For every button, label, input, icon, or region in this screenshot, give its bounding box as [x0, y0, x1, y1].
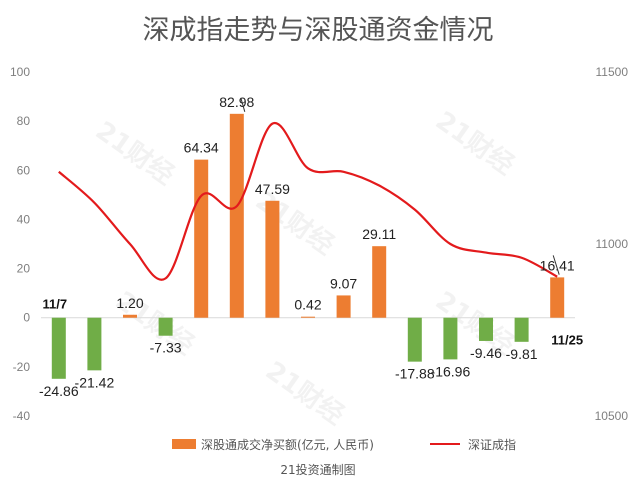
- right-axis-tick-2: 11500: [596, 65, 629, 79]
- bar-14: [550, 277, 565, 318]
- bar-6: [265, 200, 280, 318]
- bar-5: [229, 113, 244, 318]
- chart-title: 深成指走势与深股通资金情况: [143, 15, 494, 46]
- left-axis-tick-4: 40: [17, 212, 31, 226]
- left-axis-tick-2: 0: [23, 311, 30, 325]
- left-axis-tick-5: 60: [17, 163, 31, 177]
- annotations: 11/7 11/25: [43, 97, 583, 348]
- bar-label-1: -21.42: [75, 374, 115, 390]
- bar-label-2: 1.20: [116, 295, 143, 311]
- annotation-end-date: 11/25: [551, 333, 583, 348]
- left-axis-tick-3: 20: [17, 262, 31, 276]
- legend-line-label: 深证成指: [468, 437, 516, 452]
- bar-9: [372, 246, 387, 318]
- watermark-5: 21财经: [260, 355, 350, 431]
- bar-label-0: -24.86: [39, 383, 79, 399]
- bar-label-10: -17.88: [395, 366, 435, 382]
- bar-label-13: -9.81: [506, 346, 538, 362]
- watermark-2: 21财经: [430, 105, 520, 181]
- left-axis-tick-1: -20: [13, 360, 31, 374]
- bar-8: [336, 295, 351, 318]
- bar-10: [407, 317, 422, 362]
- bar-label-9: 29.11: [362, 226, 396, 242]
- bar-label-11: -16.96: [431, 363, 471, 379]
- bar-series: [51, 113, 565, 379]
- bar-11: [443, 317, 458, 360]
- bar-label-6: 47.59: [255, 181, 290, 197]
- bar-label-8: 9.07: [330, 275, 357, 291]
- leader-line-last: [552, 255, 560, 275]
- left-axis-tick-6: 80: [17, 114, 31, 128]
- bar-0: [51, 317, 66, 379]
- left-axis-tick-0: -40: [13, 409, 31, 423]
- bar-2: [123, 314, 137, 318]
- legend: 深股通成交净买额(亿元, 人民币) 深证成指: [172, 437, 516, 452]
- line-path: [58, 122, 558, 281]
- bar-label-7: 0.42: [294, 297, 321, 313]
- bar-12: [479, 317, 493, 341]
- bar-label-4: 64.34: [184, 140, 219, 156]
- bar-label-12: -9.46: [470, 345, 502, 361]
- line-series: [58, 122, 558, 281]
- right-axis-tick-1: 11000: [596, 237, 629, 251]
- bar-1: [87, 317, 102, 371]
- source-label: 21投资通制图: [280, 462, 355, 477]
- right-axis: 10500 11000 11500: [595, 65, 629, 423]
- bar-labels: -24.86-21.42 1.20 -7.33 64.34 82.98 47.59 0.42…: [39, 94, 575, 399]
- watermark-0: 21财经: [90, 115, 180, 191]
- legend-bar-swatch: [172, 439, 196, 449]
- bar-label-14: 16.41: [540, 257, 575, 273]
- annotation-start-date: 11/7: [43, 297, 68, 312]
- bar-7: [301, 316, 315, 318]
- legend-bar-label: 深股通成交净买额(亿元, 人民币): [201, 437, 374, 452]
- bar-label-5: 82.98: [219, 94, 254, 110]
- bar-13: [514, 317, 529, 342]
- bar-4: [194, 159, 209, 318]
- right-axis-tick-0: 10500: [595, 409, 629, 423]
- leader-line-peak: [240, 97, 246, 112]
- left-axis-tick-7: 100: [10, 65, 30, 79]
- bar-3: [158, 317, 173, 336]
- bar-label-3: -7.33: [150, 340, 182, 356]
